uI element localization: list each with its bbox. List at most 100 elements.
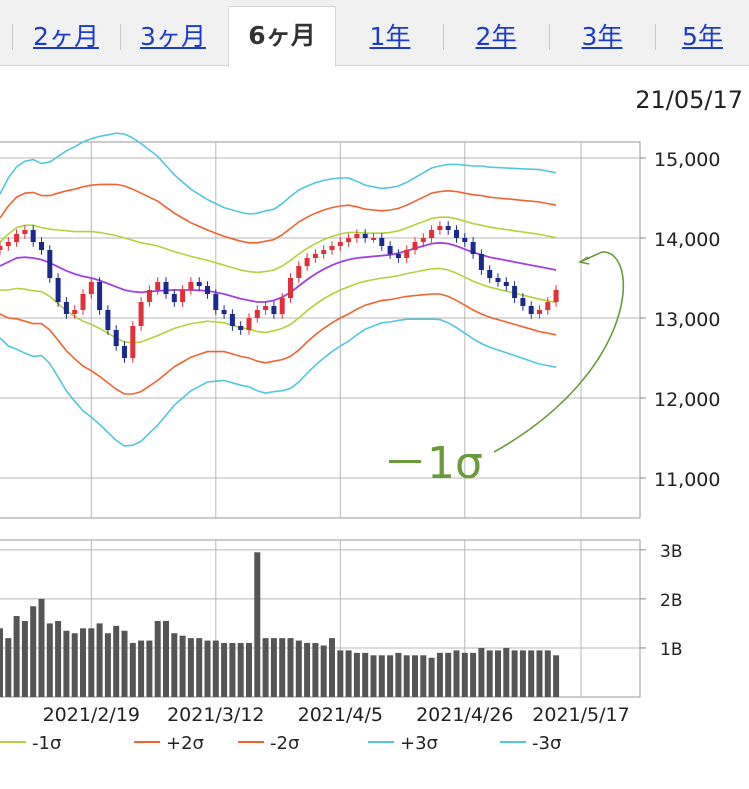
volume-bar — [204, 640, 211, 697]
candle-body — [47, 250, 53, 278]
band-minus-2-sigma — [0, 293, 557, 395]
volume-bar — [395, 652, 402, 697]
candle-body — [113, 330, 119, 346]
candle-body — [80, 294, 86, 310]
volume-bar — [304, 643, 311, 697]
volume-frame — [0, 539, 641, 698]
candle-body — [5, 242, 11, 246]
tab-separator — [120, 24, 121, 50]
volume-bar — [196, 638, 203, 697]
volume-bar — [536, 650, 543, 697]
period-tabs: 2ヶ月 3ヶ月 6ヶ月 1年 2年 3年 5年 — [0, 0, 749, 67]
tab-3-years[interactable]: 3年 — [581, 22, 623, 51]
volume-y-axis: 3B 2B 1B — [640, 542, 682, 660]
volume-bar — [113, 625, 120, 697]
tab-separator — [443, 24, 444, 50]
volume-bar — [387, 655, 394, 697]
price-panel — [0, 141, 641, 519]
volume-bar — [30, 606, 37, 697]
candle-body — [346, 238, 352, 242]
tab-1-year[interactable]: 1年 — [369, 22, 411, 51]
tab-2-years[interactable]: 2年 — [475, 22, 517, 51]
candle-body — [296, 266, 302, 278]
price-tick-label: 11,000 — [654, 469, 720, 491]
x-tick-label: 2021/4/5 — [298, 704, 383, 726]
candle-body — [30, 230, 36, 242]
sigma-annotation: －1σ — [383, 251, 625, 489]
price-y-axis: 15,000 14,000 13,000 12,000 11,000 — [640, 149, 720, 491]
candle-body — [263, 306, 269, 310]
volume-bar — [295, 640, 302, 697]
volume-bar — [13, 616, 20, 697]
candle-body — [138, 302, 144, 326]
volume-bar — [478, 647, 485, 697]
candle-body — [180, 290, 186, 302]
candle-body — [404, 250, 410, 258]
tab-2-months[interactable]: 2ヶ月 — [33, 22, 99, 51]
candle-body — [130, 326, 136, 358]
volume-bar — [453, 650, 460, 697]
volume-bar — [544, 650, 551, 697]
candle-body — [188, 282, 194, 290]
volume-bar — [287, 638, 294, 697]
volume-bar — [403, 655, 410, 697]
candle-body — [321, 250, 327, 254]
tab-separator — [549, 24, 550, 50]
candle-body — [271, 306, 277, 314]
volume-bar — [337, 650, 344, 697]
candle-body — [146, 290, 152, 302]
volume-bar — [237, 643, 244, 697]
tab-separator — [12, 24, 13, 50]
legend-label: -3σ — [532, 733, 561, 754]
volume-bar — [370, 655, 377, 697]
tab-5-years[interactable]: 5年 — [682, 22, 723, 51]
candle-body — [171, 294, 177, 302]
volume-bar — [154, 620, 161, 697]
volume-bar — [229, 643, 236, 697]
band-minus-1-sigma — [0, 267, 557, 344]
volume-bar — [519, 650, 526, 697]
candle-body — [470, 242, 476, 254]
volume-bar — [129, 643, 136, 697]
volume-bar — [511, 650, 518, 697]
candle-body — [545, 302, 551, 310]
annotation-arrow — [493, 251, 625, 453]
candle-body — [196, 282, 202, 286]
volume-panel — [0, 539, 641, 698]
tab-6-months[interactable]: 6ヶ月 — [228, 6, 336, 67]
volume-bar — [121, 630, 128, 697]
band-plus-3-sigma — [0, 132, 557, 215]
bollinger-bands — [0, 132, 557, 447]
legend-label: -2σ — [270, 733, 299, 754]
x-tick-label: 2021/5/17 — [532, 704, 629, 726]
volume-bar — [528, 650, 535, 697]
volume-bar — [503, 647, 510, 697]
volume-bar — [254, 552, 261, 697]
volume-bar — [221, 643, 228, 697]
volume-bar — [262, 638, 269, 697]
volume-bar — [495, 650, 501, 697]
volume-bar — [436, 652, 443, 697]
legend-label: +3σ — [400, 733, 438, 754]
volume-bar — [163, 620, 169, 697]
volume-bar — [88, 628, 95, 697]
candle-body — [520, 298, 526, 306]
price-tick-label: 15,000 — [654, 149, 720, 171]
band-plus-1-sigma — [0, 216, 557, 274]
volume-tick-label: 2B — [660, 591, 682, 611]
volume-bar — [0, 628, 3, 697]
volume-bar — [212, 640, 219, 697]
candle-body — [14, 234, 20, 242]
volume-bar — [5, 638, 12, 697]
price-tick-label: 12,000 — [654, 389, 720, 411]
volume-bar — [470, 652, 477, 697]
candle-body — [163, 282, 169, 294]
volume-bar — [80, 628, 86, 697]
candle-body — [387, 246, 393, 254]
candle-body — [105, 310, 111, 330]
volume-bar — [420, 655, 427, 697]
x-tick-label: 2021/4/26 — [416, 704, 513, 726]
candle-body — [279, 298, 285, 314]
tab-3-months[interactable]: 3ヶ月 — [140, 22, 206, 51]
